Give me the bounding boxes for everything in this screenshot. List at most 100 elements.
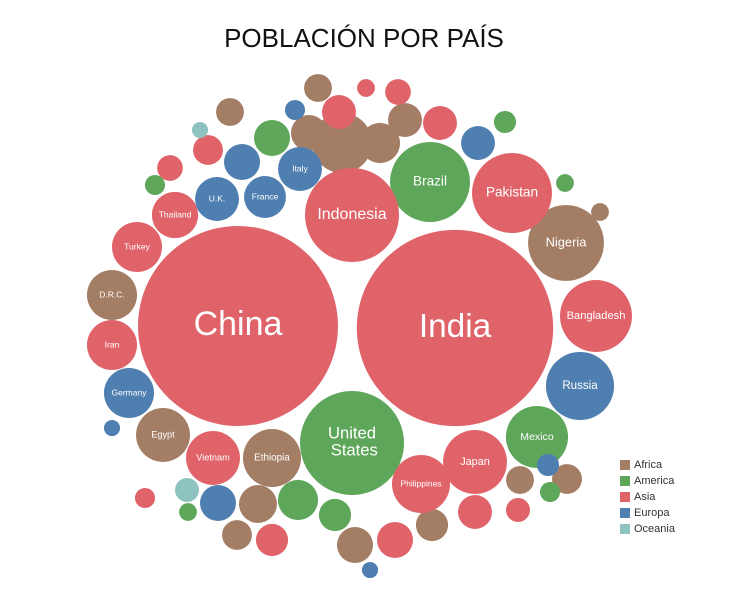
- bubble: [388, 103, 422, 137]
- bubble: [591, 203, 609, 221]
- bubble: [528, 205, 604, 281]
- bubble-label: Brazil: [413, 174, 447, 189]
- legend-label: Asia: [634, 491, 656, 503]
- legend-swatch: [620, 476, 630, 486]
- bubble: [357, 79, 375, 97]
- bubble-label: France: [252, 191, 279, 201]
- bubble: [423, 106, 457, 140]
- bubble: [191, 121, 209, 139]
- bubble: [216, 98, 244, 126]
- bubble: [461, 126, 495, 160]
- bubble: [244, 176, 286, 218]
- bubble-label: Ethiopia: [254, 453, 290, 464]
- bubble: [391, 454, 451, 514]
- bubble: [536, 453, 560, 477]
- bubble: [458, 495, 492, 529]
- bubble-label: Russia: [562, 380, 598, 392]
- bubble: [506, 498, 530, 522]
- bubble: [175, 478, 199, 502]
- bubble: [506, 466, 534, 494]
- bubble-label: India: [419, 308, 492, 345]
- bubble: [151, 191, 199, 239]
- bubble: [552, 464, 582, 494]
- bubble: [239, 485, 277, 523]
- bubble-label: Japan: [460, 456, 490, 468]
- bubble-label: Germany: [112, 387, 148, 397]
- bubble: [193, 135, 223, 165]
- legend-label: Africa: [634, 459, 663, 471]
- bubble: [539, 481, 561, 503]
- bubble-label: Italy: [292, 163, 308, 173]
- bubble: [312, 113, 372, 173]
- bubble: [179, 503, 197, 521]
- bubble-label: Bangladesh: [567, 310, 626, 322]
- bubble: [284, 99, 306, 121]
- bubble: [254, 120, 290, 156]
- bubble: [200, 485, 236, 521]
- bubble: [103, 419, 121, 437]
- bubble: [505, 405, 569, 469]
- bubble: [359, 122, 401, 164]
- bubble: [337, 527, 373, 563]
- legend-swatch: [620, 524, 630, 534]
- bubble: [415, 508, 449, 542]
- legend-swatch: [620, 460, 630, 470]
- bubble: [103, 367, 155, 419]
- bubble: [443, 430, 507, 494]
- legend-label: Europa: [634, 507, 670, 519]
- bubble: [86, 269, 138, 321]
- bubble: [361, 561, 379, 579]
- bubble: [560, 280, 632, 352]
- bubble: [356, 229, 554, 427]
- legend-swatch: [620, 508, 630, 518]
- bubble-label: U.K.: [209, 193, 226, 203]
- bubble-label: Iran: [105, 339, 120, 349]
- bubble-label: Turkey: [124, 241, 150, 251]
- bubble: [144, 174, 166, 196]
- bubble-label: Egypt: [151, 429, 175, 439]
- bubble: [305, 168, 399, 262]
- bubble: [86, 319, 138, 371]
- legend-label: America: [634, 475, 675, 487]
- legend-label: Oceania: [634, 523, 676, 535]
- bubble: [291, 115, 327, 151]
- bubble: [224, 144, 260, 180]
- legend-swatch: [620, 492, 630, 502]
- bubble: [377, 522, 413, 558]
- bubble: [138, 226, 338, 426]
- bubble: [136, 408, 190, 462]
- bubble: [322, 95, 356, 129]
- bubble: [472, 153, 552, 233]
- bubble-label: Vietnam: [196, 452, 230, 462]
- bubble: [390, 142, 470, 222]
- bubble-label: United States: [326, 424, 378, 460]
- bubble: [556, 174, 574, 192]
- bubble-label: Nigeria: [546, 234, 588, 249]
- bubble: [278, 147, 322, 191]
- bubble: [255, 523, 289, 557]
- bubble: [545, 351, 615, 421]
- bubble-label: Indonesia: [317, 206, 386, 223]
- bubble: [111, 221, 163, 273]
- bubble: [134, 487, 156, 509]
- bubble: [299, 390, 405, 496]
- bubble-label: Pakistan: [486, 185, 538, 200]
- bubble: [277, 479, 319, 521]
- bubble-label: Philippines: [400, 478, 441, 488]
- bubble: [385, 79, 411, 105]
- bubble-label: Mexico: [520, 431, 554, 443]
- bubble: [242, 428, 302, 488]
- bubble: [493, 110, 517, 134]
- bubble-label: China: [194, 305, 283, 343]
- bubble: [318, 498, 352, 532]
- bubble: [157, 155, 183, 181]
- bubble-label: D.R.C.: [99, 289, 125, 299]
- chart-title: POBLACIÓN POR PAÍS: [224, 23, 504, 53]
- bubble: [304, 74, 332, 102]
- bubble-label: Thailand: [159, 209, 192, 219]
- bubble: [186, 431, 240, 485]
- bubble: [195, 177, 239, 221]
- bubble: [222, 520, 252, 550]
